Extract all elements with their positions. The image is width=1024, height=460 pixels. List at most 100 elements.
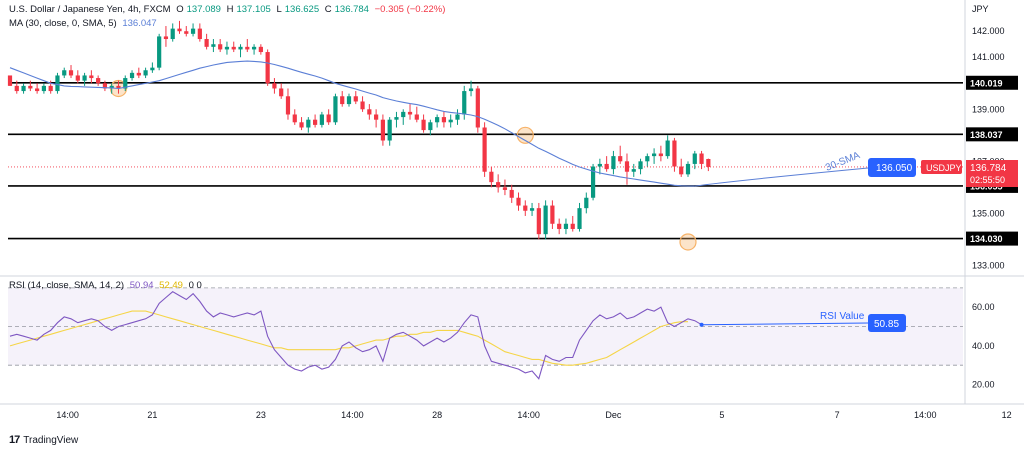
time-tick-label: Dec [605, 410, 622, 420]
candle-body [577, 208, 582, 229]
candle-body [136, 72, 141, 76]
candle-body [238, 46, 243, 50]
candle-body [658, 153, 663, 157]
candle-body [360, 101, 365, 110]
rsi-label: RSI (14, close, SMA, 14, 2) [9, 280, 125, 291]
price-tick-label: 133.000 [972, 260, 1005, 270]
candle-body [584, 197, 589, 209]
candle-body [428, 122, 433, 131]
candle-body [306, 119, 311, 128]
symbol-badge [921, 160, 962, 174]
candle-body [170, 28, 175, 40]
candle-body [536, 208, 541, 235]
candle-body [489, 171, 494, 183]
candle-body [204, 39, 209, 47]
candle-body [55, 75, 60, 92]
candle-body [414, 114, 419, 120]
candle-body [218, 44, 223, 50]
price-change: −0.305 (−0.22%) [374, 4, 446, 15]
candle-body [496, 182, 501, 188]
time-tick-label: 23 [256, 410, 266, 420]
last-price-value: 136.784 [970, 163, 1007, 174]
tradingview-brand[interactable]: 17 TradingView [9, 434, 78, 446]
rsi-sma-value: 52.49 [159, 280, 183, 291]
candle-body [14, 85, 19, 92]
highlight-circle [679, 233, 697, 251]
candle-body [550, 205, 555, 224]
candle-body [557, 223, 562, 229]
candle-body [462, 91, 467, 115]
candle-body [292, 114, 297, 123]
candle-body [380, 119, 385, 141]
ma-annotation-arrow [694, 167, 869, 187]
candle-body [421, 119, 426, 131]
candle-body [211, 44, 216, 47]
candle-body [475, 88, 480, 128]
candle-body [645, 156, 650, 162]
ma-line [9, 60, 695, 187]
rsi-annotation-dot [699, 322, 704, 327]
time-tick-label: 14:00 [914, 410, 937, 420]
candle-body [502, 187, 508, 190]
candle-body [333, 96, 338, 123]
price-level-label: 138.037 [970, 130, 1003, 140]
candle-body [157, 36, 162, 68]
ma-callout-badge [868, 158, 916, 177]
price-tick-label: 141.000 [972, 52, 1005, 62]
rsi-annotation-label: RSI Value [820, 311, 865, 322]
ohlc-high-key: H [226, 4, 234, 15]
candle-body [150, 67, 155, 71]
candle-body [523, 205, 528, 211]
ma-callout-value: 136.050 [876, 163, 913, 174]
candle-body [279, 88, 284, 97]
candle-body [570, 223, 575, 229]
candle-body [692, 153, 697, 164]
candle-body [75, 75, 80, 81]
candle-body [482, 127, 487, 172]
candle-body [231, 46, 236, 50]
rsi-legend[interactable]: RSI (14, close, SMA, 14, 2) 50.94 52.49 … [9, 280, 205, 291]
candle-body [224, 46, 230, 50]
candle-body [638, 161, 643, 170]
ohlc-low-key: L [276, 4, 282, 15]
ma-legend[interactable]: MA (30, close, 0, SMA, 5) 136.047 [9, 18, 160, 29]
candle-body [102, 83, 108, 89]
time-tick-label: 14:00 [56, 410, 79, 420]
symbol-line[interactable]: U.S. Dollar / Japanese Yen, 4h, FXCM [9, 4, 171, 15]
price-level-badge [966, 127, 1018, 142]
candle-body [197, 28, 202, 40]
candle-body [326, 114, 331, 123]
rsi-line [9, 291, 702, 380]
candle-body [177, 28, 182, 32]
rsi-extra: 0 0 [188, 280, 202, 291]
brand-label: TradingView [23, 434, 79, 446]
candle-body [7, 75, 13, 86]
currency-label: JPY [972, 4, 989, 14]
candle-body [590, 166, 596, 198]
time-tick-label: 28 [432, 410, 442, 420]
candle-body [597, 163, 602, 167]
time-tick-label: 14:00 [341, 410, 364, 420]
ohlc-low-value: 136.625 [284, 4, 320, 15]
candle-body [340, 96, 345, 105]
candle-body [563, 223, 569, 229]
time-tick-label: 7 [835, 410, 840, 420]
candle-body [455, 114, 460, 120]
candle-body [604, 163, 609, 170]
ohlc-open-value: 137.089 [186, 4, 221, 15]
rsi-annotation-arrow [701, 322, 869, 326]
candle-body [543, 205, 548, 235]
price-tick-label: 139.000 [972, 104, 1005, 114]
candle-body [624, 161, 630, 172]
candle-body [184, 31, 189, 34]
candle-body [48, 85, 53, 92]
rsi-tick-label: 40.00 [972, 341, 995, 351]
candle-body [374, 114, 379, 120]
candle-body [109, 85, 114, 89]
candle-body [265, 52, 270, 84]
candle-body [41, 85, 46, 92]
price-tick-label: 142.000 [972, 26, 1005, 36]
candle-body [82, 75, 87, 81]
